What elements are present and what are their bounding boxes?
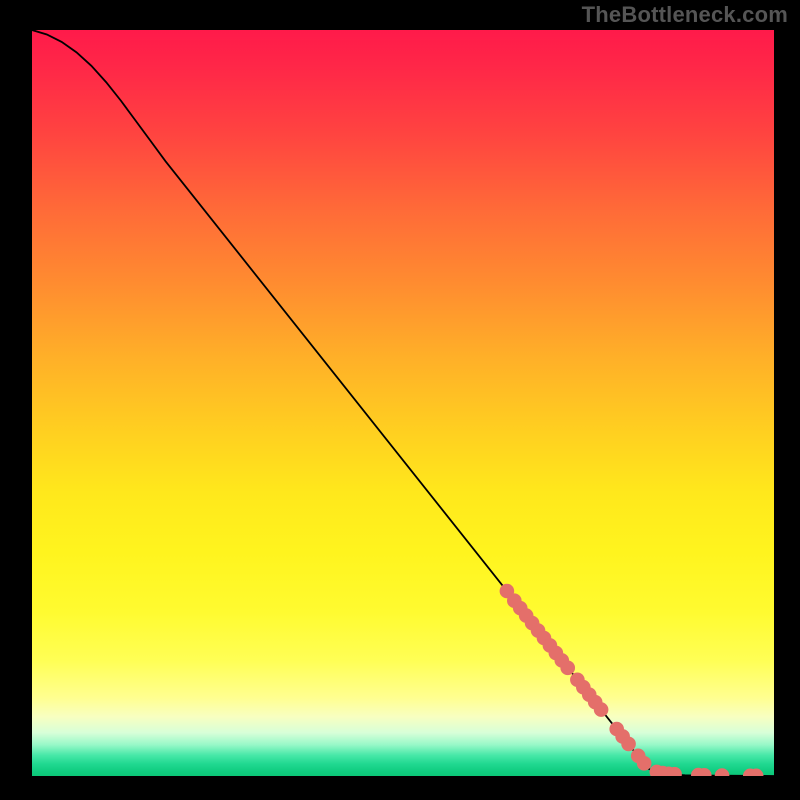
chart-container: TheBottleneck.com	[0, 0, 800, 800]
gradient-background	[32, 30, 774, 776]
plot-area	[32, 30, 774, 776]
data-marker	[621, 737, 636, 752]
data-marker	[594, 702, 609, 717]
chart-svg	[32, 30, 774, 776]
data-marker	[637, 756, 652, 771]
data-marker	[560, 661, 575, 676]
watermark-text: TheBottleneck.com	[582, 2, 788, 28]
